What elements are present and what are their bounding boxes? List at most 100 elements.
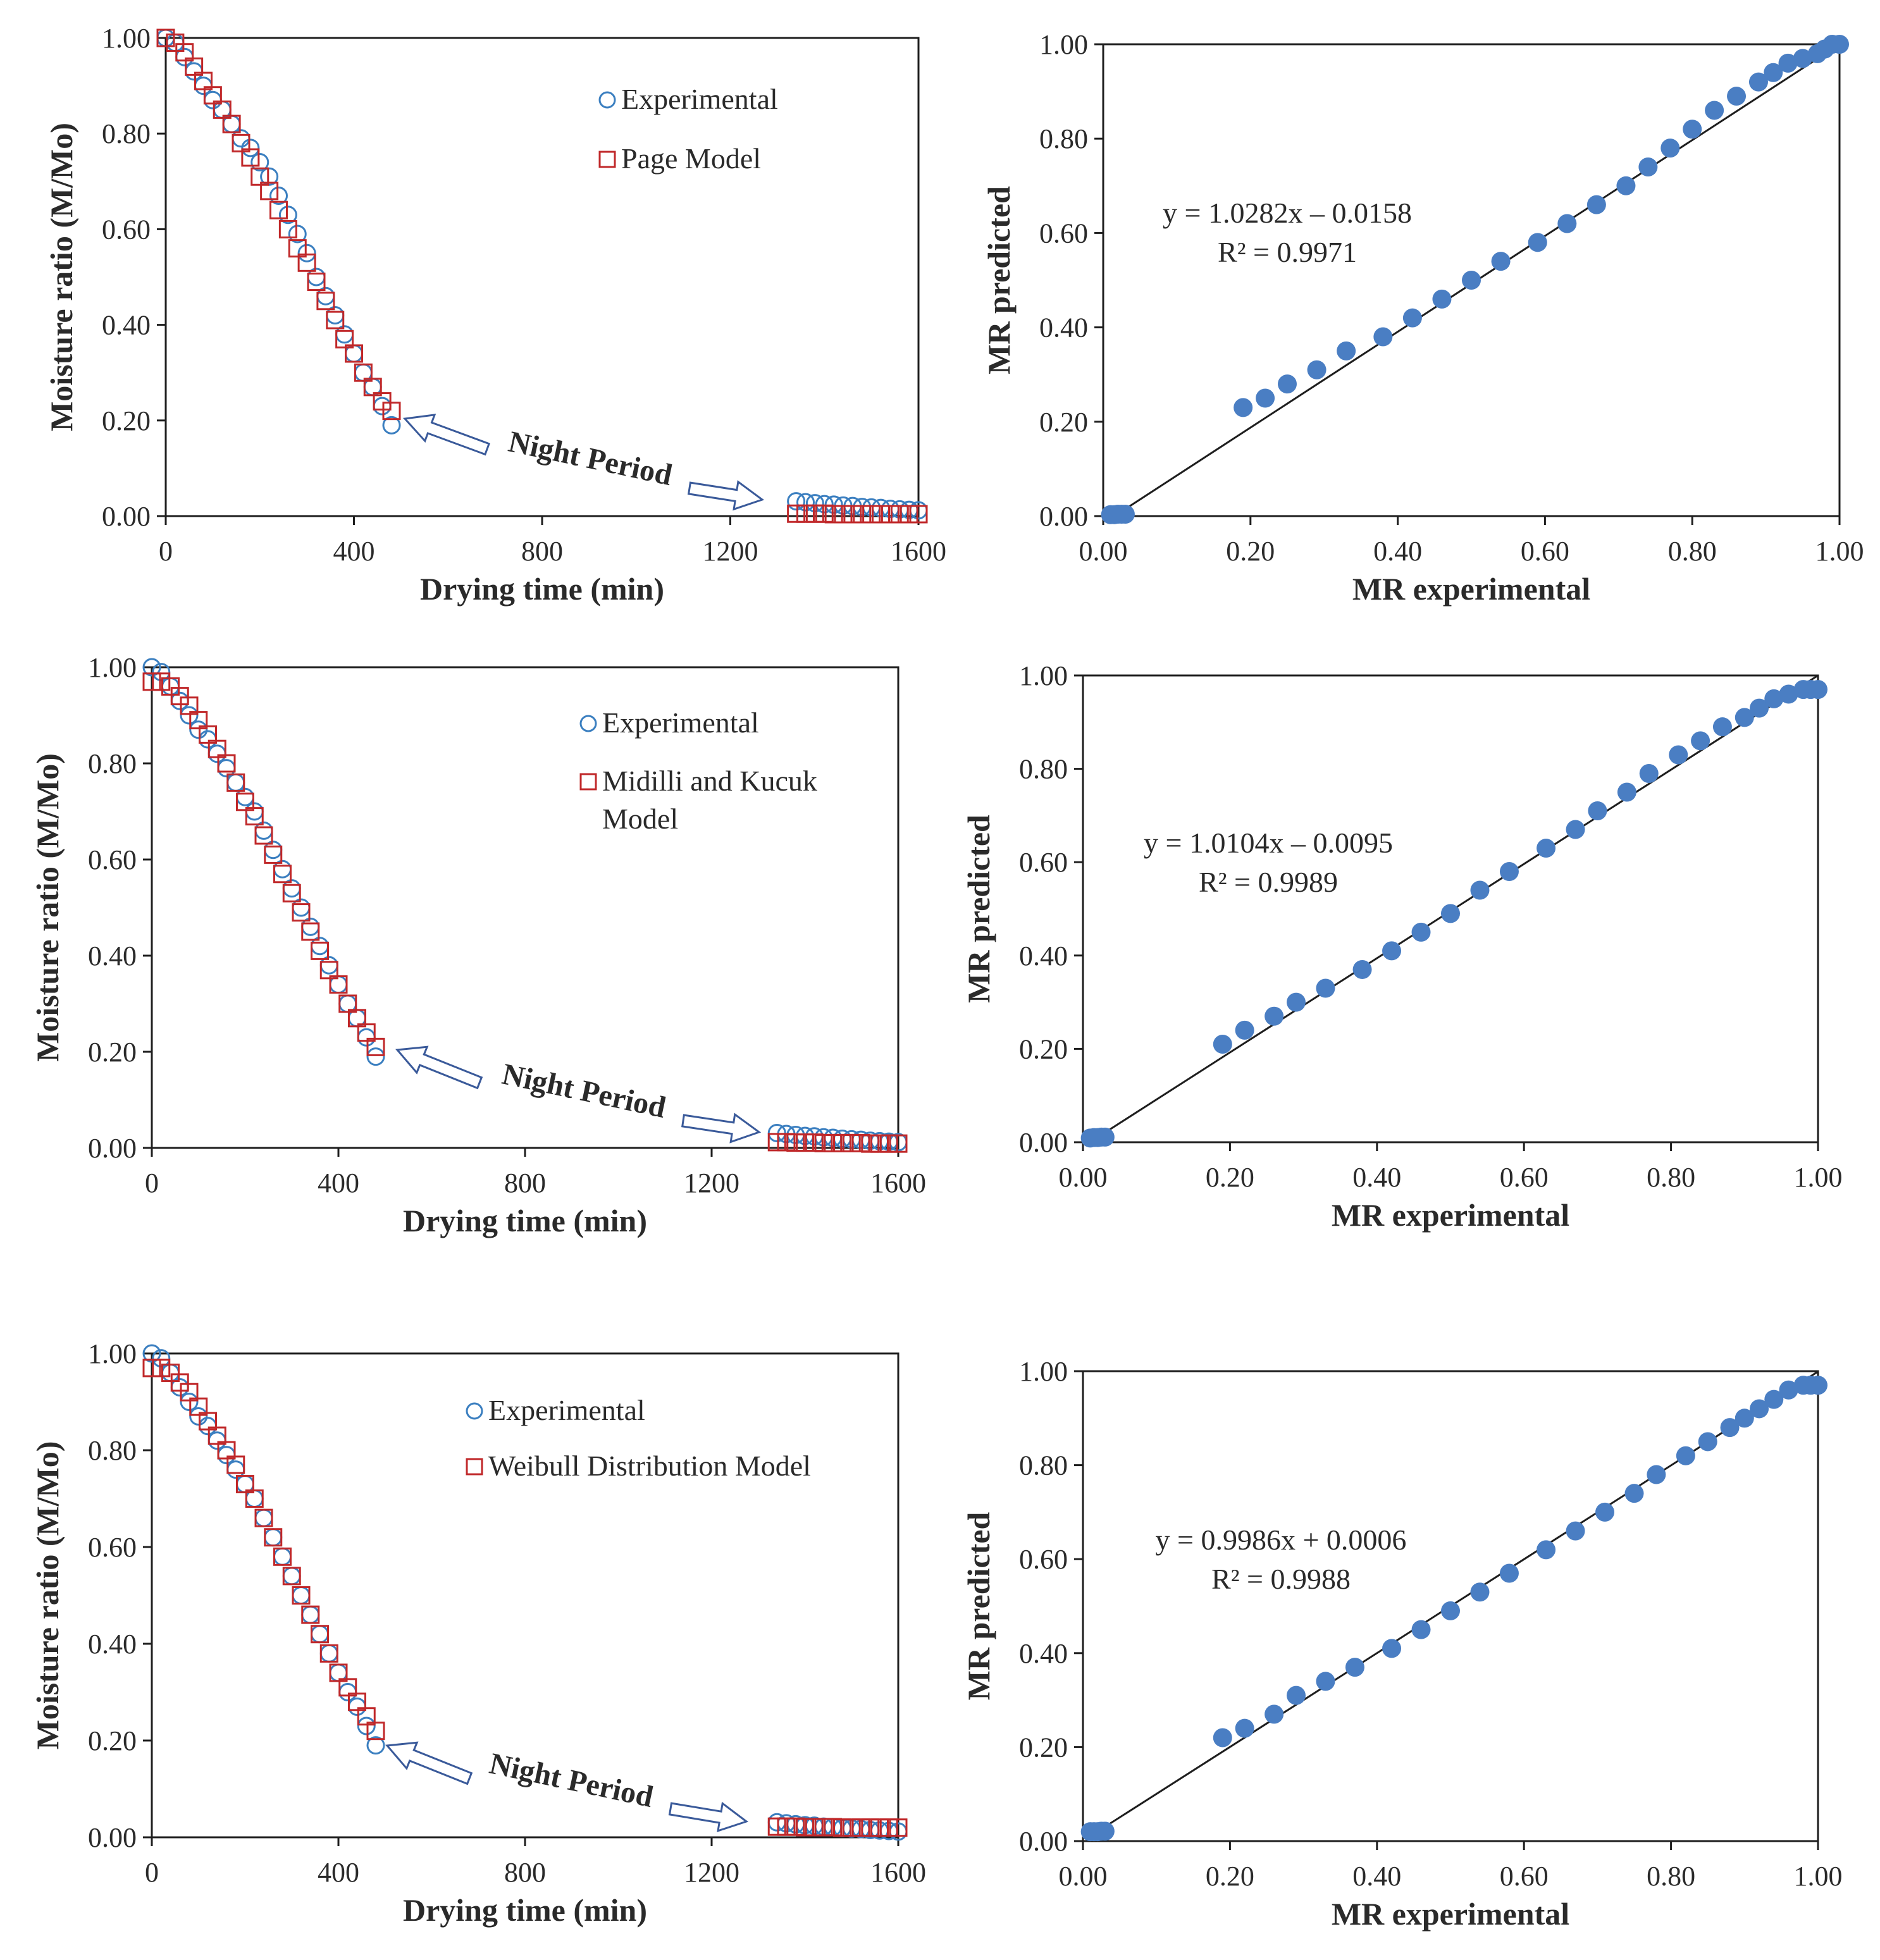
model-point [273, 865, 292, 884]
model-point [232, 133, 250, 152]
experimental-point [382, 416, 401, 435]
mr-point [1647, 1465, 1666, 1484]
y-axis-title: Moisture ratio (M/Mo) [30, 753, 65, 1062]
model-point [329, 975, 348, 994]
model-point [872, 505, 890, 524]
y-tick-label: 0.00 [1039, 501, 1088, 532]
model-point [316, 292, 335, 311]
y-tick-label: 0.80 [102, 118, 151, 149]
model-point [213, 100, 232, 119]
model-point [796, 1133, 814, 1152]
model-point [879, 1818, 898, 1837]
model-point [245, 807, 264, 826]
mr-point [1462, 271, 1481, 290]
mr-point [1669, 745, 1688, 765]
model-point [889, 1818, 908, 1837]
mr-point [1720, 1418, 1740, 1438]
mr-point [1764, 63, 1783, 82]
model-point [363, 378, 382, 397]
model-point [348, 1009, 366, 1028]
x-tick-label: 400 [318, 1168, 359, 1199]
model-point [217, 1441, 236, 1460]
model-point [319, 1644, 338, 1663]
experimental-point [152, 663, 171, 682]
model-point [777, 1133, 796, 1152]
y-tick-label: 1.00 [1039, 29, 1088, 60]
model-point [861, 1134, 880, 1153]
model-point [853, 505, 872, 524]
experimental-point [142, 658, 161, 677]
x-tick-label: 0.80 [1668, 536, 1717, 567]
experimental-point [226, 773, 245, 792]
plot-frame [1082, 674, 1819, 1143]
experimental-point [269, 186, 288, 205]
y-tick-label: 0.00 [1019, 1826, 1068, 1857]
experimental-point [862, 498, 881, 517]
y-tick-label: 0.40 [1039, 312, 1088, 343]
experimental-point [142, 1344, 161, 1363]
experimental-point [245, 802, 264, 821]
experimental-point [292, 1586, 311, 1605]
mr-point [1566, 820, 1585, 839]
model-point [264, 1528, 283, 1547]
experimental-point [319, 1644, 338, 1663]
x-tick-label: 400 [318, 1857, 359, 1888]
mr-point [1528, 233, 1547, 252]
legend-label: Midilli and Kucuk [602, 765, 817, 797]
y-tick-label: 0.40 [88, 1629, 137, 1660]
mr-point [1735, 708, 1754, 727]
x-tick-label: 800 [504, 1857, 546, 1888]
model-point [142, 672, 161, 691]
y-axis-title: MR predicted [961, 1512, 996, 1700]
mr-point [1750, 698, 1769, 718]
model-point [292, 1586, 311, 1605]
experimental-point [833, 1818, 851, 1837]
model-point [357, 1707, 376, 1726]
x-tick-label: 0.60 [1500, 1162, 1549, 1193]
y-tick-label: 0.20 [1019, 1033, 1068, 1064]
mr-point [1095, 1127, 1115, 1147]
night-arrow-right [668, 1801, 749, 1832]
y-tick-label: 0.40 [1019, 940, 1068, 971]
mr-point [1537, 839, 1556, 858]
r-squared-label: R² = 0.9971 [1218, 236, 1357, 268]
y-tick-label: 0.80 [88, 748, 137, 779]
experimental-point [152, 1349, 171, 1368]
experimental-point [815, 495, 834, 514]
model-point [889, 1134, 908, 1153]
experimental-point [853, 498, 872, 517]
experimental-point [199, 1417, 217, 1436]
mr-point [1779, 1380, 1798, 1400]
model-point [170, 1373, 189, 1392]
experimental-point [288, 225, 307, 243]
mr-point [1595, 1502, 1615, 1522]
model-point [152, 672, 171, 691]
mr-point [1265, 1704, 1284, 1724]
model-point [307, 273, 326, 292]
model-point [288, 239, 307, 258]
model-point [373, 392, 392, 411]
weibull-model-curve-chart: 0.00 0.20 0.40 0.60 0.80 1.00 0 400 800 1200 1600 D… [30, 1338, 926, 1928]
legend-label: Experimental [621, 83, 778, 115]
model-point [292, 903, 311, 922]
model-point [824, 1818, 843, 1837]
trendline-equation: y = 0.9986x + 0.0006 [1156, 1524, 1407, 1556]
model-point [250, 167, 269, 186]
mr-point [1382, 1639, 1402, 1658]
mr-point [1337, 341, 1356, 361]
mr-point [1234, 398, 1253, 417]
weibull-model-fit-chart: 0.00 0.20 0.40 0.60 0.80 1.00 0.00 0.20 0.40 0.60… [961, 1356, 1843, 1932]
model-point [834, 505, 853, 524]
night-period-label: Night Period [486, 1747, 656, 1815]
y-tick-label: 0.60 [88, 844, 137, 875]
experimental-point [207, 1431, 226, 1450]
x-tick-label: 0 [159, 536, 173, 567]
night-arrow-left [395, 1045, 483, 1090]
mr-point [1256, 388, 1275, 408]
mr-point [1491, 252, 1511, 271]
experimental-point [814, 1817, 833, 1836]
mr-point [1316, 1672, 1335, 1691]
legend-model-icon [598, 151, 616, 168]
y-axis-title: Moisture ratio (M/Mo) [44, 123, 79, 431]
model-point [170, 687, 189, 706]
